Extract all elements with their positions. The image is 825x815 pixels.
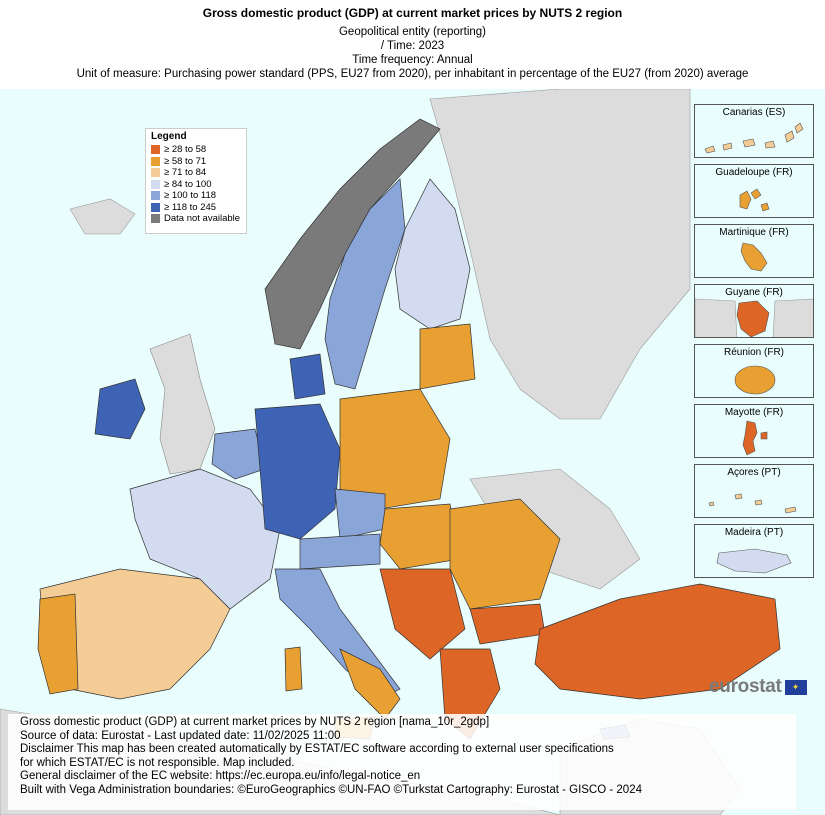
map-legend: Legend ≥ 28 to 58 ≥ 58 to 71 ≥ 71 to 84 … xyxy=(145,128,247,234)
inset-acores[interactable]: Açores (PT) xyxy=(694,464,814,518)
footer-disclaimer-line: Disclaimer This map has been created aut… xyxy=(20,743,614,756)
legend-item: Data not available xyxy=(146,213,246,225)
legend-swatch xyxy=(151,179,160,189)
western-balkans-region xyxy=(379,568,466,660)
inset-madeira[interactable]: Madeira (PT) xyxy=(694,524,814,578)
logo-text: eurostat xyxy=(709,676,782,697)
great-britain-land xyxy=(149,333,216,475)
legend-swatch xyxy=(151,145,160,155)
eu-flag-icon: ✦ xyxy=(784,679,807,695)
legend-label: ≥ 58 to 71 xyxy=(164,155,207,167)
benelux-region xyxy=(211,428,266,480)
legend-swatch xyxy=(151,168,160,178)
inset-guyane-shapes xyxy=(695,298,813,337)
iceland-land xyxy=(69,198,136,235)
footer-legal-notice-line: General disclaimer of the EC website: ht… xyxy=(20,770,421,783)
legend-swatch xyxy=(151,214,160,224)
legend-item: ≥ 84 to 100 xyxy=(146,179,246,191)
inset-canarias[interactable]: Canarias (ES) xyxy=(694,104,814,158)
legend-item: ≥ 118 to 245 xyxy=(146,202,246,214)
sweden-region xyxy=(324,178,406,390)
legend-swatch xyxy=(151,202,160,212)
inset-label: Mayotte (FR) xyxy=(724,407,784,418)
ireland-region xyxy=(94,378,146,440)
footer-disclaimer-line-2: for which ESTAT/EC is not responsible. M… xyxy=(20,756,295,769)
finland-region xyxy=(394,178,471,330)
legend-swatch xyxy=(151,156,160,166)
legend-item: ≥ 58 to 71 xyxy=(146,156,246,168)
legend-item: ≥ 100 to 118 xyxy=(146,190,246,202)
inset-label: Martinique (FR) xyxy=(719,227,789,238)
inset-label: Açores (PT) xyxy=(727,467,781,478)
austria-region xyxy=(299,533,381,570)
baltics-region xyxy=(419,323,476,390)
legend-item: ≥ 28 to 58 xyxy=(146,144,246,156)
footer-credits-line: Built with Vega Administration boundarie… xyxy=(20,783,642,796)
legend-swatch xyxy=(151,191,160,201)
inset-label: Canarias (ES) xyxy=(722,107,786,118)
legend-label: ≥ 28 to 58 xyxy=(164,144,207,156)
geo-entity-label: Geopolitical entity (reporting) xyxy=(338,26,486,38)
denmark-region xyxy=(289,353,326,400)
legend-label: ≥ 100 to 118 xyxy=(164,190,217,202)
inset-mayotte-shapes xyxy=(742,420,768,456)
inset-label: Réunion (FR) xyxy=(723,347,785,358)
bulgaria-region xyxy=(469,603,546,645)
inset-canarias-shapes xyxy=(704,122,804,154)
inset-guadeloupe[interactable]: Guadeloupe (FR) xyxy=(694,164,814,218)
footer-source-line: Source of data: Eurostat - Last updated … xyxy=(20,729,341,742)
inset-mayotte[interactable]: Mayotte (FR) xyxy=(694,404,814,458)
time-label: / Time: 2023 xyxy=(380,40,445,52)
time-frequency-label: Time frequency: Annual xyxy=(352,54,473,66)
map-header: Gross domestic product (GDP) at current … xyxy=(0,0,825,88)
portugal-region xyxy=(37,593,79,695)
inset-acores-shapes xyxy=(708,493,797,514)
legend-title: Legend xyxy=(151,131,187,142)
map-footer: Gross domestic product (GDP) at current … xyxy=(8,714,796,810)
norway-region xyxy=(264,118,441,350)
legend-label: Data not available xyxy=(164,213,241,225)
legend-label: ≥ 71 to 84 xyxy=(164,167,207,179)
france-region xyxy=(129,468,281,610)
poland-region xyxy=(339,388,451,510)
turkey-region xyxy=(534,583,781,700)
inset-martinique[interactable]: Martinique (FR) xyxy=(694,224,814,278)
inset-label: Madeira (PT) xyxy=(724,527,784,538)
legend-label: ≥ 84 to 100 xyxy=(164,178,212,190)
inset-reunion[interactable]: Réunion (FR) xyxy=(694,344,814,398)
sardinia-region xyxy=(284,646,303,692)
map-title: Gross domestic product (GDP) at current … xyxy=(202,6,623,20)
hungary-slovakia-region xyxy=(379,503,461,570)
italy-south-region xyxy=(339,648,401,720)
inset-martinique-shapes xyxy=(740,242,768,272)
footer-dataset-line: Gross domestic product (GDP) at current … xyxy=(20,716,490,728)
legend-item: ≥ 71 to 84 xyxy=(146,167,246,179)
unit-of-measure-label: Unit of measure: Purchasing power standa… xyxy=(76,68,749,80)
legend-label: ≥ 118 to 245 xyxy=(164,201,217,213)
inset-madeira-shapes xyxy=(716,548,792,574)
czechia-region xyxy=(334,488,386,540)
inset-guyane[interactable]: Guyane (FR) xyxy=(694,284,814,338)
inset-label: Guyane (FR) xyxy=(725,287,783,298)
russia-belarus-land xyxy=(429,89,691,420)
germany-region xyxy=(254,403,341,540)
inset-label: Guadeloupe (FR) xyxy=(715,167,793,178)
eurostat-logo: eurostat ✦ xyxy=(709,676,807,698)
inset-guadeloupe-shapes xyxy=(739,188,770,212)
inset-reunion-shapes xyxy=(734,365,776,395)
